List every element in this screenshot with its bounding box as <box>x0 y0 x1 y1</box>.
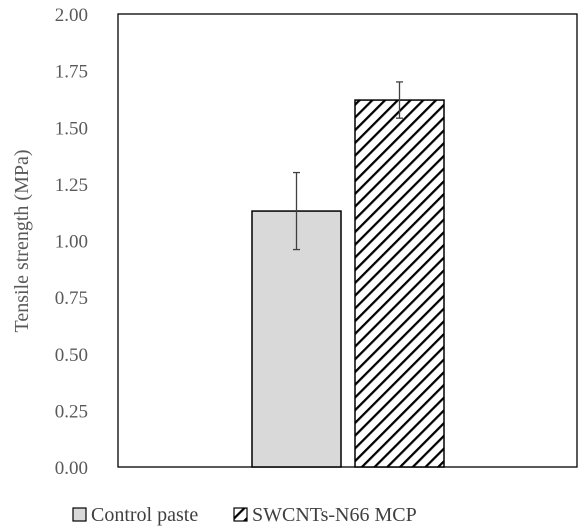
bar-swcnts-n66-mcp <box>354 99 445 468</box>
legend-item-swcnts-n66-mcp: SWCNTs-N66 MCP <box>233 504 417 526</box>
bar-control-paste <box>251 210 342 468</box>
y-tick-label: 2.00 <box>55 5 88 26</box>
legend-swatch <box>233 507 248 522</box>
y-tick-label: 1.50 <box>55 118 88 139</box>
y-axis-title: Tensile strength (MPa) <box>11 149 33 332</box>
y-axis-tick-labels: 0.00 0.25 0.50 0.75 1.00 1.25 1.50 1.75 2.00 <box>55 5 88 479</box>
legend: Control paste SWCNTs-N66 MCP <box>72 504 417 526</box>
error-bars-group <box>293 81 403 251</box>
error-bar-control-paste <box>293 171 300 251</box>
error-bar-swcnts-n66-mcp <box>396 81 403 119</box>
legend-item-control-paste: Control paste <box>72 504 198 526</box>
bars-group <box>251 99 445 468</box>
y-tick-label: 0.25 <box>55 401 88 422</box>
y-tick-label: 0.50 <box>55 345 88 366</box>
y-tick-label: 1.00 <box>55 232 88 253</box>
y-tick-label: 1.25 <box>55 175 88 196</box>
y-tick-label: 1.75 <box>55 62 88 83</box>
plot-border <box>117 13 578 468</box>
y-tick-label: 0.00 <box>55 458 88 479</box>
legend-swatch <box>72 507 87 522</box>
y-tick-label: 0.75 <box>55 288 88 309</box>
plot-area <box>117 13 578 468</box>
legend-label: Control paste <box>91 504 198 526</box>
legend-label: SWCNTs-N66 MCP <box>252 504 417 526</box>
